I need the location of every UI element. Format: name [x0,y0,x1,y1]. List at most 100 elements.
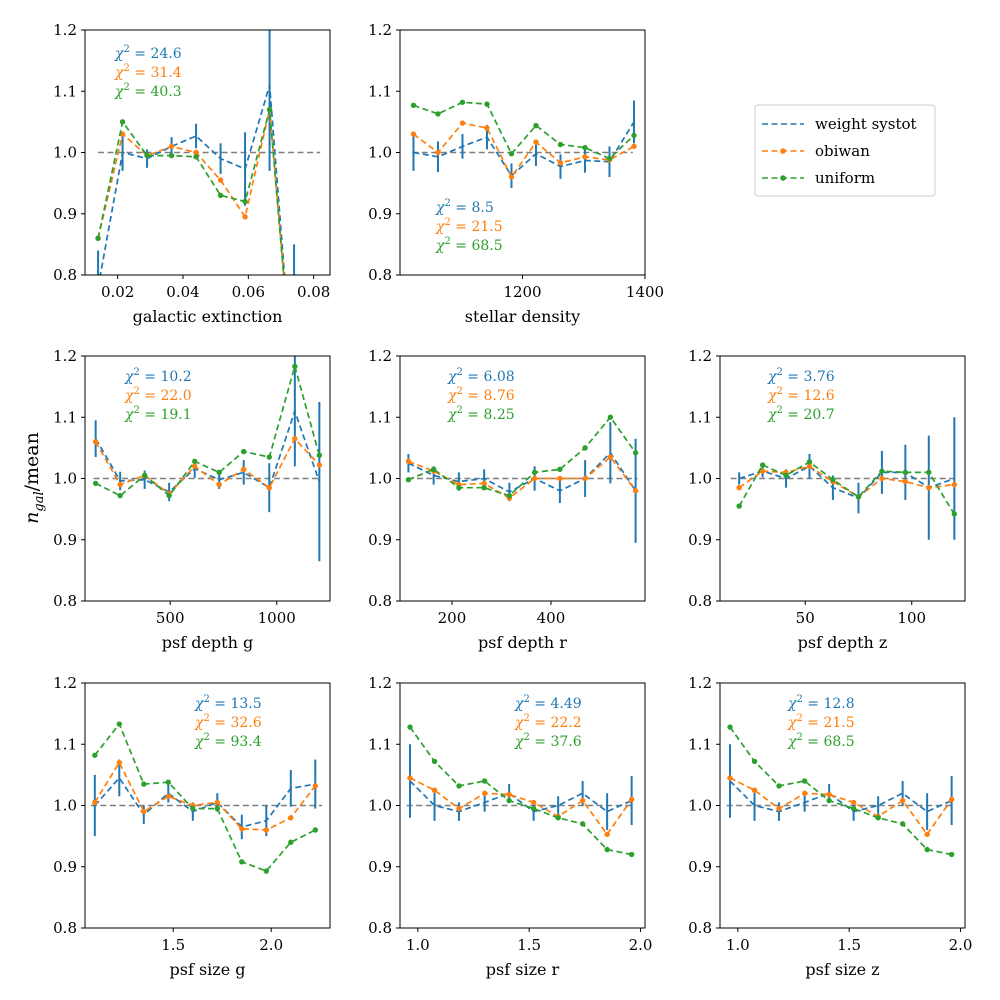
data-point [456,805,462,812]
data-point [242,198,248,205]
data-point [316,462,323,468]
data-point [506,492,513,499]
x-tick-label: 2.0 [629,936,653,954]
series-obiwan [407,775,635,837]
data-point [242,214,248,220]
data-point [582,144,588,151]
y-tick-label: 1.0 [53,797,77,815]
data-point [506,791,512,798]
data-point [582,475,588,482]
data-point [165,793,171,800]
data-point [506,797,512,804]
series-line [99,84,286,275]
y-tick-label: 1.2 [53,347,77,365]
data-point [632,450,639,456]
data-point [481,484,487,491]
series-line [94,776,316,828]
series-line [738,460,956,515]
data-point [751,758,758,765]
y-tick-label: 1.2 [53,674,77,692]
series-line [94,408,321,494]
x-axis-label: psf size z [805,960,879,979]
y-tick-label: 1.0 [688,470,712,488]
data-point [292,435,298,442]
data-point [830,477,836,483]
y-tick-label: 1.1 [368,82,392,100]
data-point [117,492,123,499]
data-point [292,363,298,370]
data-point [727,775,733,781]
data-point [410,102,417,109]
panel-psf-size-z: 0.8 0.9 1.0 1.1 1.2 1.0 1.5 2.0 psf size z χ2 = 1… [688,674,972,979]
x-tick-label: 200 [438,609,467,627]
data-point [604,846,610,853]
data-point [628,851,635,858]
chi2-label: χ2 = 21.5 [787,713,855,731]
y-tick-label: 1.2 [368,347,392,365]
data-point [216,481,222,488]
data-point [924,831,930,837]
axes-frame [84,682,331,929]
data-point [435,149,441,156]
plot-area [410,99,637,189]
legend-entry-obiwan: obiwan [762,142,870,160]
data-point [555,815,561,821]
data-point [95,235,101,241]
chi2-label: χ2 = 13.5 [194,694,262,712]
series-uniform [410,99,637,162]
y-tick-label: 1.1 [53,82,77,100]
x-tick-label: 1.5 [517,936,541,954]
series-line [408,415,637,497]
data-point [168,152,175,159]
data-point [579,821,586,827]
chi2-label: χ2 = 31.4 [114,63,182,81]
data-point [405,477,412,483]
series-line [738,465,955,500]
data-point [484,125,490,131]
y-tick-label: 1.2 [53,21,77,39]
y-tick-label: 0.8 [368,919,392,937]
y-tick-label: 0.8 [53,592,77,610]
chi2-label: χ2 = 19.1 [124,405,192,423]
x-tick-label: 400 [537,609,566,627]
data-point [951,481,958,488]
y-tick-label: 0.9 [53,531,77,549]
plot-area [730,417,958,540]
chi2-label: χ2 = 40.3 [114,82,182,100]
data-point [801,778,808,784]
legend-entry-weight-systot: weight systot [762,115,917,133]
data-point [902,469,909,476]
data-point [141,808,147,815]
data-point [850,799,857,806]
data-point [736,503,742,509]
data-point [141,781,147,787]
x-axis-label: psf size g [169,960,245,979]
data-point [508,151,515,157]
y-tick-label: 1.1 [688,735,712,753]
data-point [92,439,99,445]
y-tick-label: 0.9 [368,858,392,876]
data-point [141,472,148,479]
chi2-label: χ2 = 22.0 [124,386,192,404]
series-obiwan [92,759,318,833]
data-point [92,480,99,487]
data-point [632,488,639,494]
y-tick-label: 1.1 [368,408,392,426]
series-obiwan [405,454,639,501]
axes-frame [719,682,966,929]
chi2-label: χ2 = 93.4 [194,732,262,750]
x-tick-label: 50 [796,609,815,627]
series-line [409,726,632,856]
data-point [727,724,733,730]
data-point [435,111,441,117]
data-point [557,141,564,148]
y-tick-label: 1.2 [368,21,392,39]
x-tick-label: 2.0 [949,936,973,954]
x-tick-label: 1400 [626,283,664,301]
series-line [95,363,321,497]
series-line [408,455,637,500]
series-line [409,780,632,813]
data-point [481,790,488,796]
data-point [316,452,323,458]
legend-label: weight systot [815,115,917,133]
